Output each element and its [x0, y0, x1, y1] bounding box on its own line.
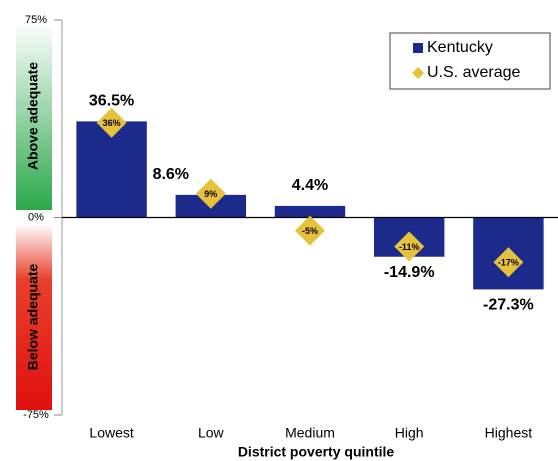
y-tick-label: 75%: [25, 14, 47, 26]
data-label: -17%: [498, 258, 519, 268]
x-tick-label: Highest: [485, 425, 533, 441]
bar: [274, 205, 346, 218]
diamond-marker: [394, 231, 425, 262]
data-label: -11%: [399, 242, 420, 252]
x-axis-title: District poverty quintile: [238, 444, 395, 460]
legend-swatch: [412, 67, 424, 79]
legend-label: Kentucky: [427, 39, 493, 56]
legend: [389, 32, 551, 90]
above-band-label: Above adequate: [25, 62, 41, 170]
legend-label: U.S. average: [427, 64, 520, 81]
x-tick-label: Low: [198, 425, 225, 441]
data-label: 36%: [103, 118, 121, 128]
data-label: 36.5%: [89, 93, 134, 110]
diamond-marker: [195, 178, 226, 209]
data-label: 9%: [204, 189, 217, 199]
data-label: -27.3%: [483, 297, 534, 314]
diamond-marker: [96, 107, 127, 138]
data-label: -5%: [302, 226, 318, 236]
data-label: 8.6%: [153, 166, 189, 183]
legend-swatch: [413, 43, 423, 53]
below-band: [16, 224, 52, 410]
below-band-label: Below adequate: [25, 264, 41, 371]
above-band: [16, 22, 52, 210]
y-tick-label: 0%: [28, 211, 44, 223]
data-label: -14.9%: [384, 264, 435, 281]
y-tick-label: -75%: [23, 409, 49, 421]
data-label: 4.4%: [292, 177, 328, 194]
x-tick-label: Lowest: [89, 425, 133, 441]
x-tick-label: Medium: [285, 425, 335, 441]
diamond-marker: [493, 247, 524, 278]
diamond-marker: [295, 215, 325, 246]
x-tick-label: High: [395, 425, 424, 441]
